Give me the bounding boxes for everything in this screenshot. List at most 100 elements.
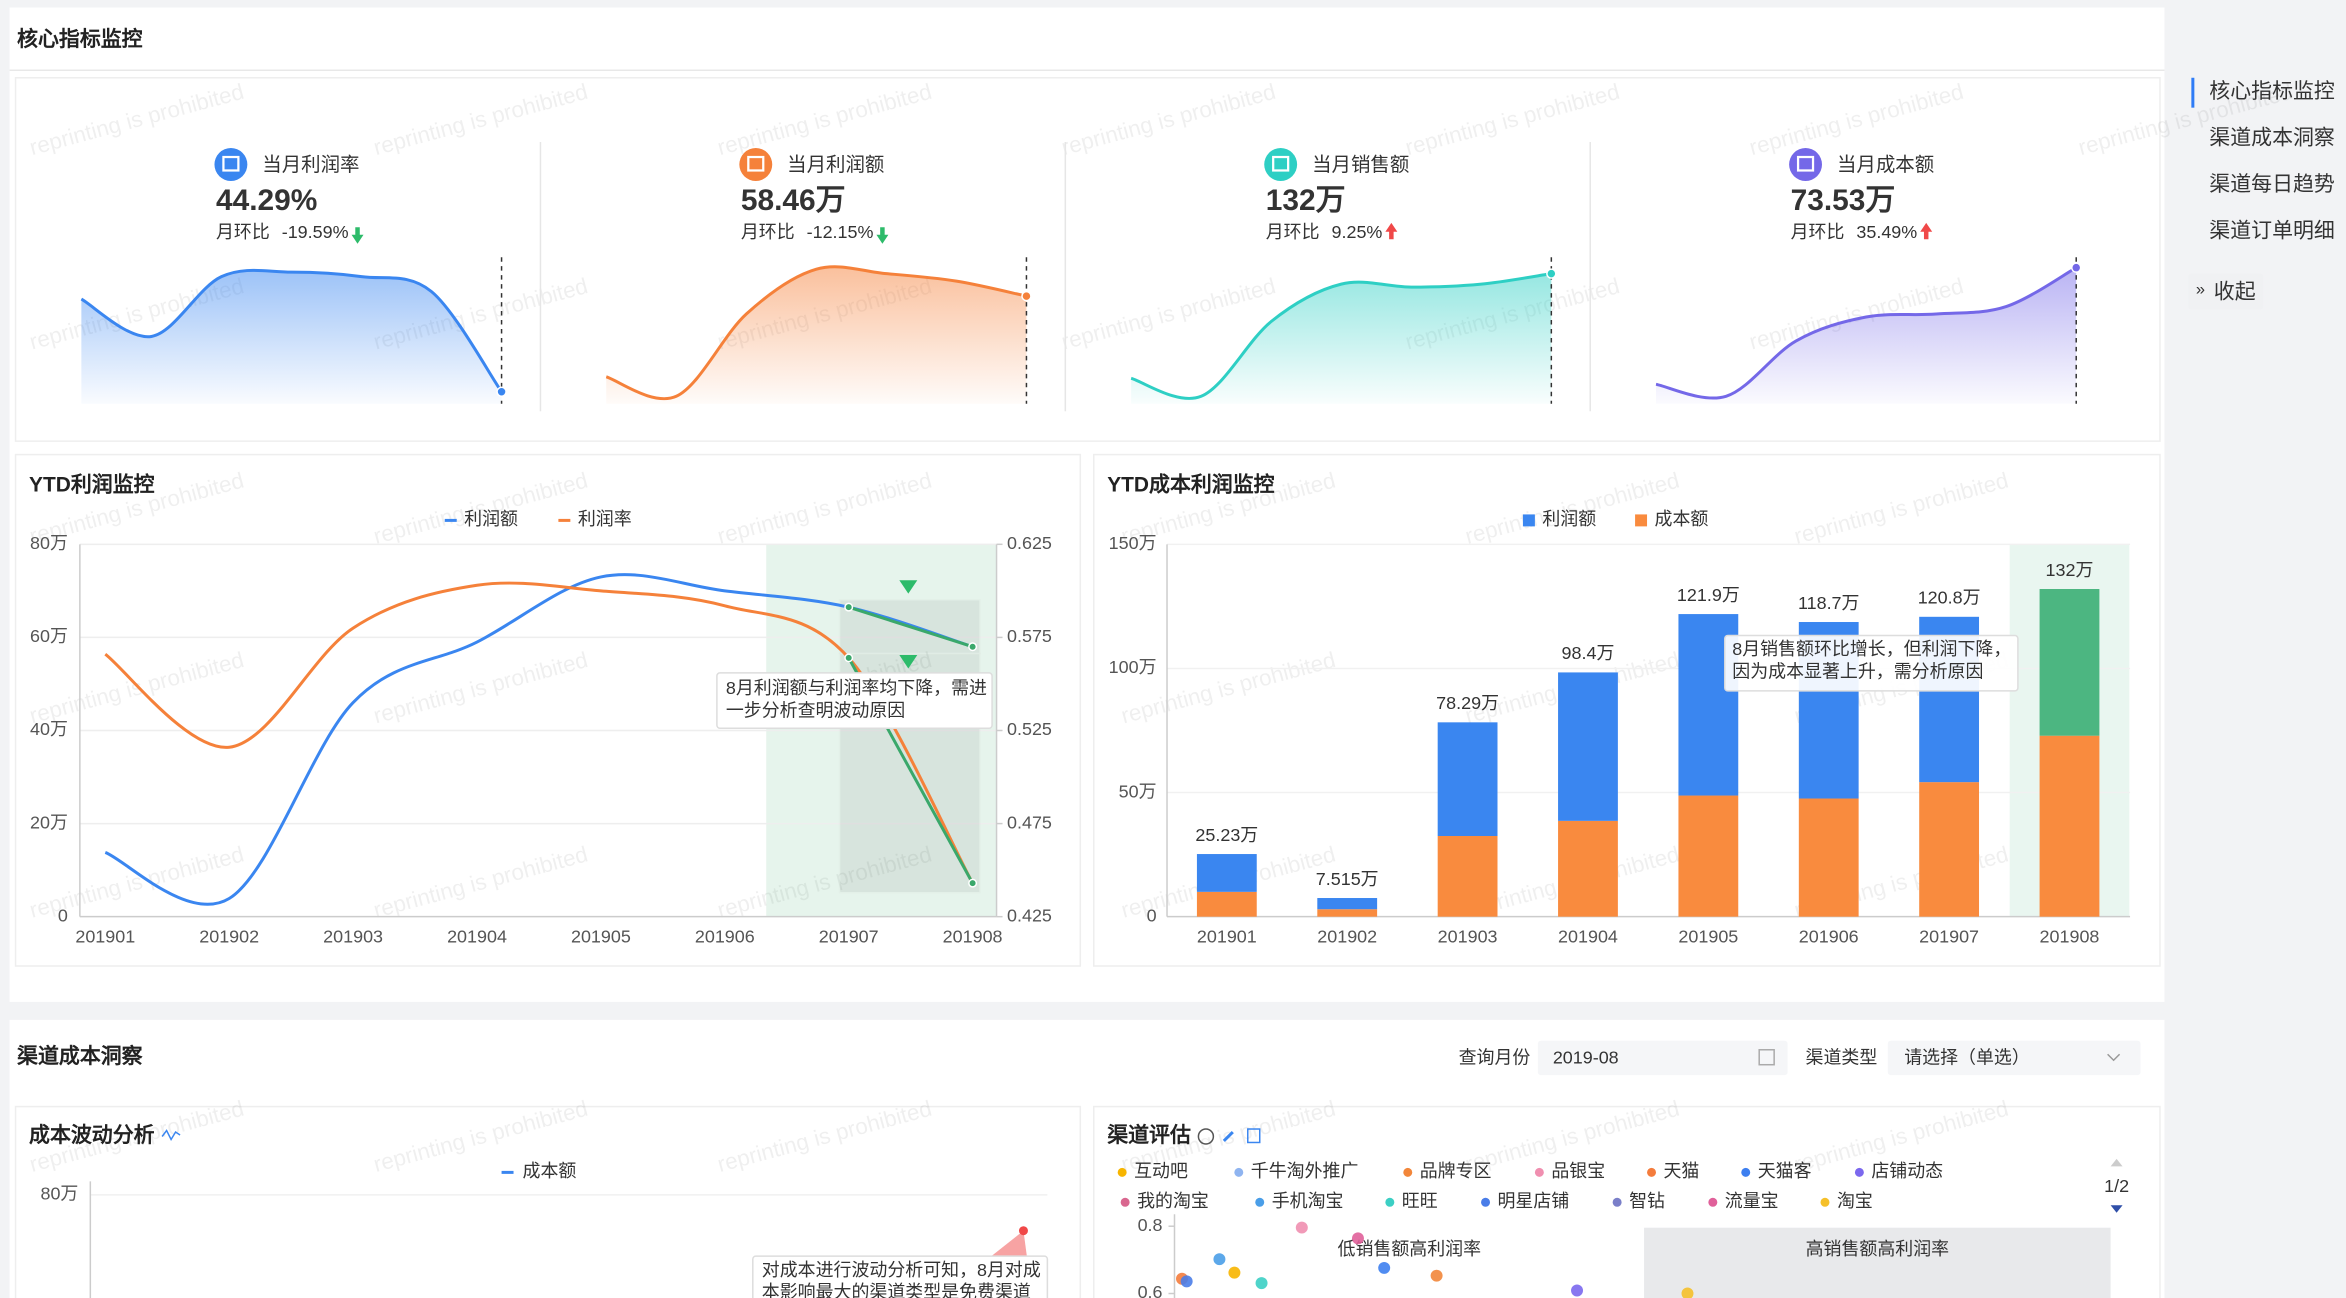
y2-tick-label: 0.525 [1007,719,1052,739]
alert-marker [899,654,918,669]
nav-item[interactable]: 渠道成本洞察 [2209,127,2335,150]
legend-label[interactable]: 智钻 [1629,1191,1665,1211]
sparkline [1130,272,1552,400]
legend-label[interactable]: 天猫客 [1758,1161,1812,1181]
alert-marker [899,580,918,594]
scatter-point[interactable] [1228,1266,1241,1279]
quadrant-label: 高销售额高利润率 [1806,1239,1950,1259]
quadrant [1644,1227,2111,1298]
legend-label[interactable]: 利润额 [464,509,518,529]
scatter-point[interactable] [1430,1269,1443,1282]
quadrant-label: 低销售额高利润率 [1338,1239,1482,1259]
y2-tick-label: 0.475 [1007,812,1052,832]
annotation-box [1724,634,2019,692]
title-icon [161,1129,181,1142]
legend-label[interactable]: 淘宝 [1837,1191,1873,1211]
x-tick-label: 201901 [75,926,135,946]
pager-down[interactable] [2110,1205,2123,1213]
legend-label[interactable]: 店铺动态 [1871,1161,1943,1181]
nav-item[interactable]: 核心指标监控 [2209,80,2335,103]
section-title: 核心指标监控 [17,27,143,51]
legend-label[interactable]: 手机淘宝 [1272,1191,1344,1211]
kpi-change: -19.59% [282,222,349,242]
select-arrow [2107,1053,2121,1062]
total-label: 118.7万 [1798,593,1860,613]
chart-title: YTD利润监控 [29,473,155,497]
date-input[interactable] [1537,1040,1788,1076]
bar-segment [1196,854,1257,892]
scatter-point[interactable] [1571,1284,1584,1297]
legend-label[interactable]: 天猫 [1663,1161,1699,1181]
legend-swatch [1403,1167,1413,1177]
x-tick-label: 201907 [819,926,879,946]
filter-label: 查询月份 [1459,1047,1531,1067]
bar-segment [1919,782,1980,917]
info-icon[interactable] [1197,1128,1215,1145]
collapse-button[interactable] [2188,273,2264,310]
content: reprinting is prohibited reprinting is pr… [27,77,2335,1298]
sparkline-end [2070,262,2082,273]
y-tick-label: 20万 [30,812,68,832]
copy-icon[interactable] [1247,1128,1261,1144]
point [968,878,978,888]
legend-swatch [1117,1167,1127,1177]
scatter-point[interactable] [1295,1221,1308,1234]
kpi-change-label: 月环比 [741,222,795,242]
x-tick-label: 201902 [199,926,259,946]
legend-label[interactable]: 利润额 [1542,509,1596,529]
point [844,653,854,663]
nav-item[interactable]: 渠道订单明细 [2209,219,2335,242]
link-icon[interactable] [1222,1130,1234,1143]
total-label: 7.515万 [1316,869,1379,889]
scatter-point[interactable] [1255,1277,1268,1290]
kpi-icon-glyph [747,155,765,172]
legend-swatch [1120,1197,1130,1207]
kpi-icon-glyph [222,155,240,172]
y-tick-label: 80万 [40,1184,78,1204]
scatter-point[interactable] [1378,1261,1391,1274]
legend-label[interactable]: 利润率 [578,509,632,529]
y-tick-label: 0 [58,905,68,925]
kpi-change: 9.25% [1332,222,1383,242]
annotation: 8月利润额与利润率均下降，需进 [726,678,987,698]
nav-item[interactable]: 渠道每日趋势 [2209,173,2335,196]
legend-label[interactable]: 千牛淘外推广 [1251,1161,1359,1181]
sparkline [80,268,503,393]
total-label: 98.4万 [1562,643,1615,663]
y2-tick-label: 0.575 [1007,626,1052,646]
legend-label[interactable]: 旺旺 [1402,1191,1438,1211]
y-tick-label: 100万 [1109,657,1157,677]
legend-label[interactable]: 成本额 [523,1161,577,1181]
x-tick-label: 201902 [1317,926,1377,946]
legend-label[interactable]: 流量宝 [1725,1191,1779,1211]
chart-title: YTD成本利润监控 [1107,473,1274,497]
kpi-value: 58.46万 [741,184,846,217]
kpi-icon-glyph [1272,155,1290,172]
annotation: 因为成本显著上升，需分析原因 [1732,662,1983,682]
legend-label[interactable]: 品银宝 [1551,1161,1605,1181]
legend-label[interactable]: 成本额 [1655,509,1709,529]
total-label: 132万 [2046,560,2094,580]
select-input[interactable] [1887,1040,2141,1076]
legend-label[interactable]: 明星店铺 [1497,1191,1569,1211]
legend-label[interactable]: 品牌专区 [1420,1161,1492,1181]
bar-segment [1437,722,1498,836]
sparkline-area [1131,273,1552,404]
legend-label[interactable]: 互动吧 [1134,1161,1188,1181]
scatter-point[interactable] [1180,1275,1193,1288]
bar-segment [1437,835,1498,917]
kpi-change: -12.15% [807,222,874,242]
pager-up[interactable] [2110,1158,2123,1167]
scatter-point[interactable] [1351,1232,1364,1245]
annotation: 8月销售额环比增长，但利润下降， [1732,639,2011,659]
legend-swatch [1481,1197,1491,1207]
collapse-label[interactable]: 收起 [2214,281,2256,304]
kpi-direction-arrow [876,227,889,244]
legend-label[interactable]: 我的淘宝 [1137,1191,1209,1211]
scatter-point[interactable] [1681,1287,1694,1298]
calendar-icon [1758,1049,1775,1066]
date-value: 2019-08 [1553,1047,1619,1067]
scatter-point[interactable] [1213,1253,1226,1266]
sparkline-area [81,270,502,404]
